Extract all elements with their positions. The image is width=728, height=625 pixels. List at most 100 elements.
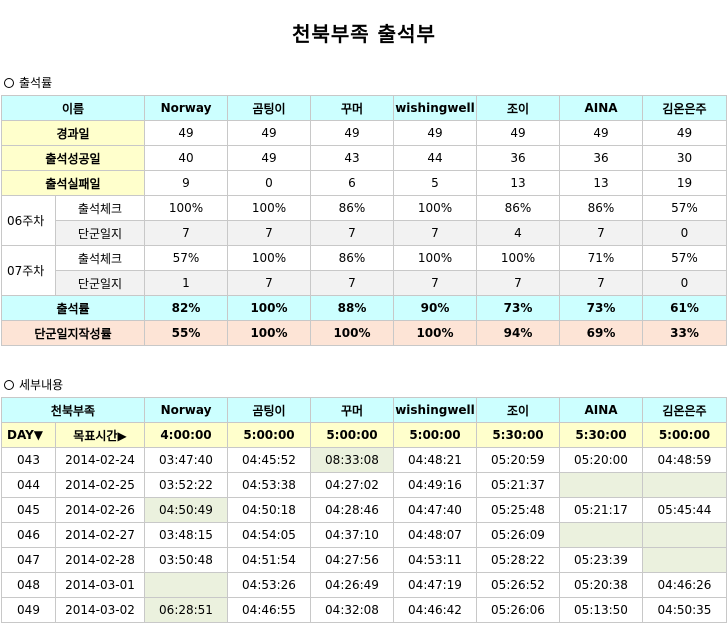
value-cell: 36 [476, 145, 560, 171]
value-cell: 7 [393, 220, 477, 246]
date-cell: 2014-02-27 [55, 522, 145, 548]
day-number: 048 [1, 572, 56, 598]
value-cell: 44 [393, 145, 477, 171]
value-cell: 57% [144, 245, 228, 271]
value-cell: 100% [393, 195, 477, 221]
day-row: 046 2014-02-27 03:48:15 04:54:05 04:37:10 04:… [1, 522, 727, 548]
attendance-table: 이름 Norway 곰팅이 꾸머 wishingwell 조이 AINA 김온은주 경과일 49 4… [1, 95, 727, 346]
value-cell: 86% [559, 195, 643, 221]
day-row: 049 2014-03-02 06:28:51 04:46:55 04:32:08 04:… [1, 597, 727, 623]
target-time: 5:00:00 [642, 422, 727, 448]
member-name: AINA [559, 397, 643, 423]
time-cell: 05:21:17 [559, 497, 643, 523]
value-cell: 7 [393, 270, 477, 296]
date-cell: 2014-02-26 [55, 497, 145, 523]
value-cell: 43 [310, 145, 394, 171]
time-cell [559, 522, 643, 548]
time-cell: 05:21:37 [476, 472, 560, 498]
member-name: 꾸머 [310, 397, 394, 423]
value-cell: 30 [642, 145, 727, 171]
rate-cell: 73% [476, 295, 560, 321]
circle-bullet-icon [4, 380, 14, 390]
row-label: 출석률 [1, 295, 145, 321]
day-row: 045 2014-02-26 04:50:49 04:50:18 04:28:46 04:… [1, 497, 727, 523]
time-cell: 04:54:05 [227, 522, 311, 548]
value-cell: 100% [393, 245, 477, 271]
target-row: DAY▼ 목표시간▶ 4:00:00 5:00:00 5:00:00 5:00:00 5:3… [1, 422, 727, 448]
week-journal-row: 단군일지 7 7 7 7 4 7 0 [2, 220, 727, 246]
time-cell: 04:48:21 [393, 447, 477, 473]
value-cell: 40 [144, 145, 228, 171]
time-cell: 04:28:46 [310, 497, 394, 523]
time-cell: 05:45:44 [642, 497, 727, 523]
day-row: 047 2014-02-28 03:50:48 04:51:54 04:27:56 04:… [1, 547, 727, 573]
details-table: 천북부족 Norway 곰팅이 꾸머 wishingwell 조이 AINA 김온은주 DAY▼… [1, 397, 727, 623]
time-cell: 05:20:00 [559, 447, 643, 473]
value-cell: 9 [144, 170, 228, 196]
time-cell: 04:51:54 [227, 547, 311, 573]
day-number: 049 [1, 597, 56, 623]
time-cell: 04:50:18 [227, 497, 311, 523]
time-cell [144, 572, 228, 598]
member-name: Norway [144, 95, 228, 121]
value-cell: 19 [642, 170, 727, 196]
rate-cell: 100% [227, 295, 311, 321]
row-label: 출석성공일 [1, 145, 145, 171]
day-row: 048 2014-03-01 04:53:26 04:26:49 04:47:19 05:… [1, 572, 727, 598]
sub-label: 출석체크 [55, 195, 145, 221]
target-header: 목표시간▶ [55, 422, 145, 448]
value-cell: 7 [559, 220, 643, 246]
time-cell: 04:32:08 [310, 597, 394, 623]
value-cell: 36 [559, 145, 643, 171]
value-cell: 100% [227, 195, 311, 221]
time-cell [559, 472, 643, 498]
week-label: 06주차 [1, 195, 56, 246]
time-cell: 04:46:55 [227, 597, 311, 623]
target-time: 5:00:00 [227, 422, 311, 448]
day-header: DAY▼ [1, 422, 56, 448]
value-cell: 7 [310, 270, 394, 296]
time-cell: 08:33:08 [310, 447, 394, 473]
time-cell: 04:26:49 [310, 572, 394, 598]
value-cell: 49 [559, 120, 643, 146]
time-cell: 04:47:40 [393, 497, 477, 523]
page-title: 천북부족 출석부 [292, 22, 436, 46]
week-check-row: 06주차 출석체크 100% 100% 86% 100% 86% 86% 57% [1, 195, 727, 246]
value-cell: 100% [144, 195, 228, 221]
date-cell: 2014-03-01 [55, 572, 145, 598]
target-time: 5:00:00 [310, 422, 394, 448]
target-time: 5:00:00 [393, 422, 477, 448]
rate-cell: 100% [227, 320, 311, 346]
member-name: 조이 [476, 95, 560, 121]
time-cell: 04:27:02 [310, 472, 394, 498]
member-name: 김온은주 [642, 397, 727, 423]
sub-label: 출석체크 [55, 245, 145, 271]
success-days-row: 출석성공일 40 49 43 44 36 36 30 [1, 145, 727, 171]
value-cell: 86% [310, 245, 394, 271]
member-name: AINA [559, 95, 643, 121]
value-cell: 7 [227, 270, 311, 296]
value-cell: 49 [476, 120, 560, 146]
time-cell: 04:50:49 [144, 497, 228, 523]
value-cell: 13 [476, 170, 560, 196]
target-time: 5:30:00 [559, 422, 643, 448]
value-cell: 7 [476, 270, 560, 296]
day-number: 045 [1, 497, 56, 523]
time-cell: 04:53:38 [227, 472, 311, 498]
time-cell: 06:28:51 [144, 597, 228, 623]
time-cell: 05:13:50 [559, 597, 643, 623]
date-cell: 2014-02-25 [55, 472, 145, 498]
rate-cell: 94% [476, 320, 560, 346]
value-cell: 7 [310, 220, 394, 246]
rate-cell: 90% [393, 295, 477, 321]
time-cell: 04:46:26 [642, 572, 727, 598]
sub-label: 단군일지 [55, 270, 145, 296]
value-cell: 5 [393, 170, 477, 196]
day-number: 046 [1, 522, 56, 548]
date-cell: 2014-02-24 [55, 447, 145, 473]
value-cell: 49 [393, 120, 477, 146]
value-cell: 49 [642, 120, 727, 146]
time-cell: 04:47:19 [393, 572, 477, 598]
value-cell: 49 [227, 145, 311, 171]
time-cell: 04:37:10 [310, 522, 394, 548]
